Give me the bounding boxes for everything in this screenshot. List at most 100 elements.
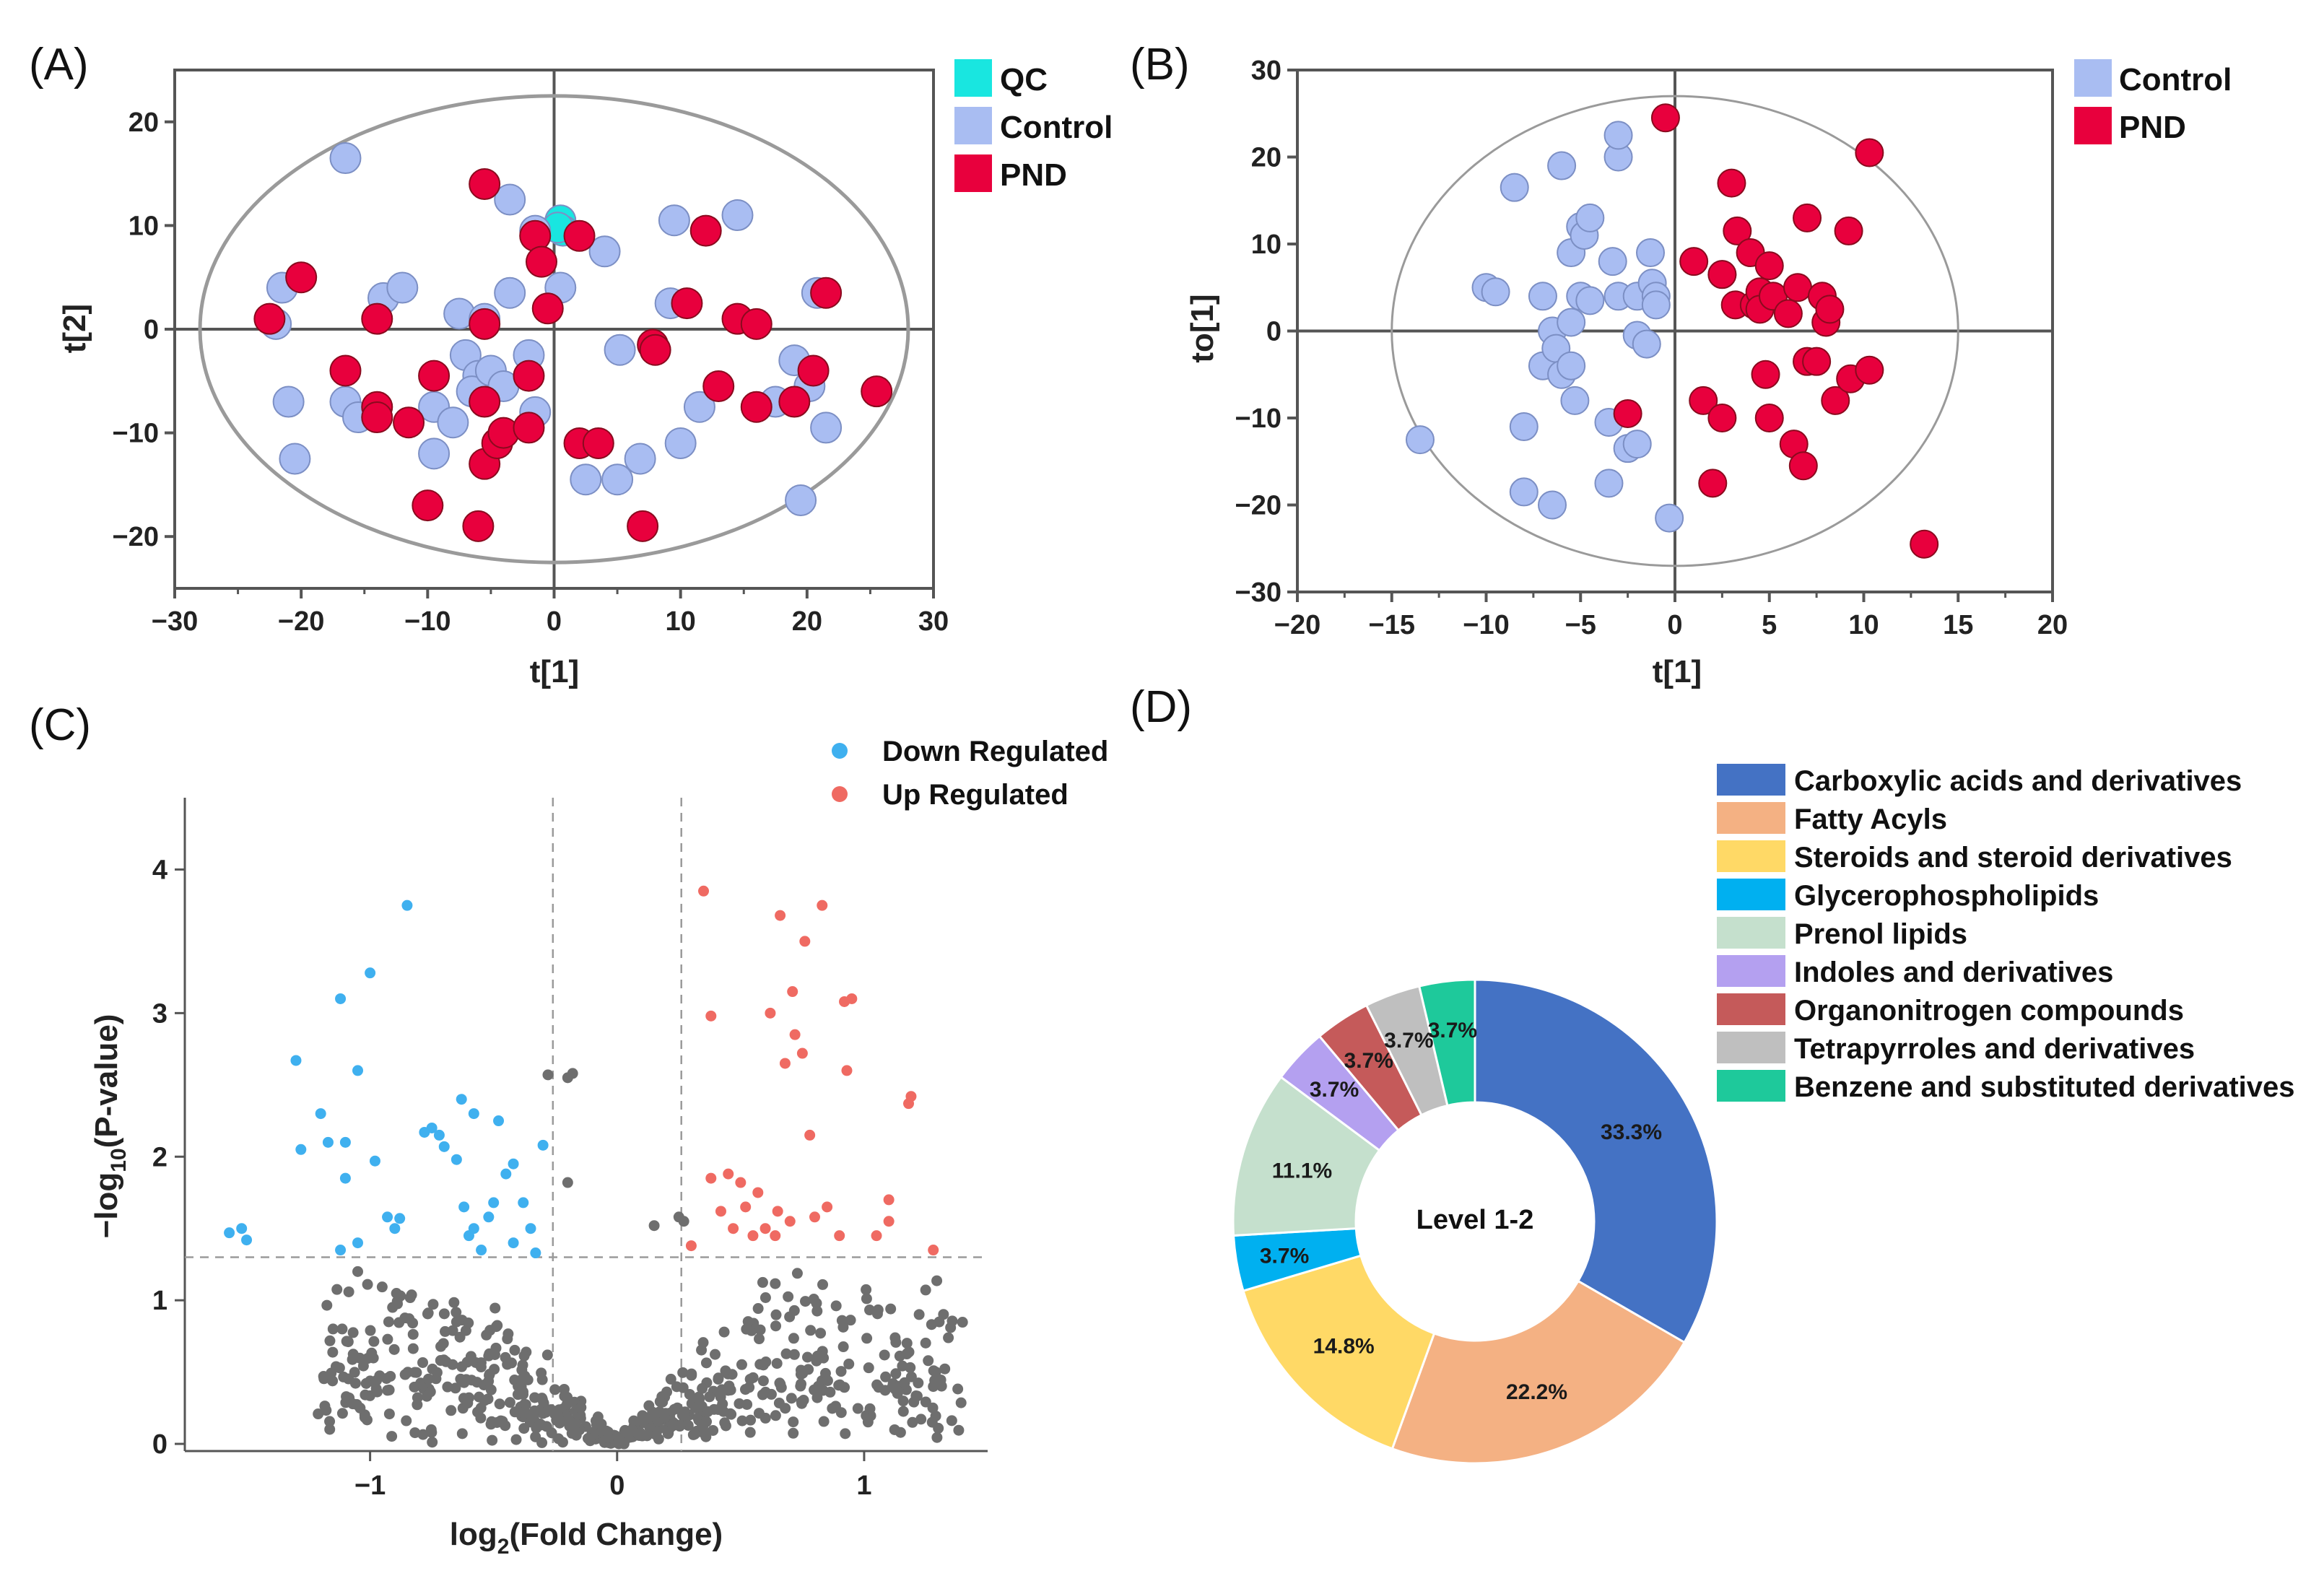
point-not-significant xyxy=(445,1405,457,1416)
point-pnd xyxy=(1855,138,1884,167)
point-not-significant xyxy=(412,1392,423,1403)
point-not-significant xyxy=(682,1419,694,1431)
point-not-significant xyxy=(338,1371,349,1382)
point-not-significant xyxy=(450,1382,461,1394)
point-not-significant xyxy=(745,1414,757,1426)
point-up-regulated xyxy=(834,1230,845,1242)
point-not-significant xyxy=(700,1431,712,1442)
hotelling-ellipse xyxy=(198,94,910,565)
point-not-significant xyxy=(890,1368,902,1380)
point-down-regulated xyxy=(339,1172,351,1184)
point-not-significant xyxy=(456,1428,468,1440)
point-pnd xyxy=(1754,251,1784,281)
point-not-significant xyxy=(757,1276,768,1288)
point-control xyxy=(604,334,636,366)
point-not-significant xyxy=(448,1297,460,1308)
point-down-regulated xyxy=(394,1213,406,1224)
point-not-significant xyxy=(702,1406,713,1417)
point-not-significant xyxy=(796,1398,808,1409)
point-not-significant xyxy=(933,1316,945,1328)
point-not-significant xyxy=(386,1431,398,1442)
legend-swatch-control xyxy=(954,107,992,144)
legend-label: Glycerophospholipids xyxy=(1794,880,2099,912)
point-not-significant xyxy=(741,1398,753,1410)
point-up-regulated xyxy=(799,936,811,947)
panel-c-points xyxy=(224,885,968,1450)
legend-label: Benzene and substituted derivatives xyxy=(1794,1071,2295,1103)
point-not-significant xyxy=(451,1316,462,1328)
x-tick-label: −30 xyxy=(152,606,198,637)
x-tick-label: −5 xyxy=(1565,610,1596,640)
point-not-significant xyxy=(771,1358,783,1369)
point-not-significant xyxy=(736,1415,748,1427)
panel-b-opls-da: (B) −20 −15 −10 −5 0 5 10 15 20−30−20−100102030 … xyxy=(1130,40,2232,689)
point-not-significant xyxy=(321,1405,332,1416)
point-not-significant xyxy=(417,1429,429,1440)
point-not-significant xyxy=(780,1348,792,1359)
point-down-regulated xyxy=(525,1223,536,1234)
point-not-significant xyxy=(725,1384,736,1395)
point-pnd xyxy=(525,245,557,278)
point-up-regulated xyxy=(770,1230,781,1242)
point-not-significant xyxy=(613,1434,624,1446)
point-not-significant xyxy=(889,1332,901,1343)
point-not-significant xyxy=(923,1355,934,1367)
panel-b-ylabel: to[1] xyxy=(1185,294,1220,362)
point-not-significant xyxy=(799,1296,811,1307)
point-not-significant xyxy=(788,1416,799,1428)
donut-slice xyxy=(1417,978,1476,1107)
point-not-significant xyxy=(901,1338,913,1349)
point-pnd xyxy=(513,411,545,444)
point-down-regulated xyxy=(530,1247,541,1259)
point-not-significant xyxy=(491,1416,502,1428)
point-pnd xyxy=(1698,469,1728,498)
point-up-regulated xyxy=(698,885,710,897)
point-not-significant xyxy=(391,1288,402,1299)
point-not-significant xyxy=(481,1329,492,1341)
point-not-significant xyxy=(927,1402,939,1414)
legend-label: Tetrapyrroles and derivatives xyxy=(1794,1033,2195,1065)
point-not-significant xyxy=(383,1408,395,1420)
point-down-regulated xyxy=(500,1168,512,1180)
point-down-regulated xyxy=(241,1234,253,1246)
point-not-significant xyxy=(817,1279,829,1290)
point-not-significant xyxy=(392,1298,404,1310)
point-not-significant xyxy=(331,1284,343,1295)
point-pnd xyxy=(1815,295,1845,324)
point-pnd xyxy=(797,354,830,387)
point-down-regulated xyxy=(488,1197,500,1208)
point-not-significant xyxy=(518,1350,530,1362)
panel-a-axes: −30 −20 −10 0 10 20 30 −20 −10 0 10 20 xyxy=(113,69,949,637)
point-not-significant xyxy=(791,1268,803,1279)
point-not-significant xyxy=(399,1312,411,1324)
point-down-regulated xyxy=(290,1055,302,1066)
point-not-significant xyxy=(845,1315,856,1326)
legend-label: Indoles and derivatives xyxy=(1794,957,2113,988)
legend-swatch-control-b xyxy=(2074,59,2112,97)
point-not-significant xyxy=(770,1309,782,1320)
point-not-significant xyxy=(546,1427,557,1439)
point-not-significant xyxy=(805,1325,817,1336)
point-pnd xyxy=(1788,451,1818,481)
point-not-significant xyxy=(354,1352,365,1364)
y-tick-label: −10 xyxy=(1235,404,1281,434)
point-pnd xyxy=(1783,273,1812,302)
point-not-significant xyxy=(336,1408,348,1419)
point-pnd xyxy=(1717,168,1746,198)
x-tick-label: 20 xyxy=(2037,610,2068,640)
panel-a-legend: QC Control PND xyxy=(954,59,1113,193)
donut-slice-label: 22.2% xyxy=(1506,1380,1567,1404)
point-control xyxy=(683,391,715,423)
point-not-significant xyxy=(427,1363,438,1375)
point-pnd xyxy=(740,308,773,340)
panel-d-slices xyxy=(1232,978,1718,1465)
point-up-regulated xyxy=(735,1177,747,1188)
point-not-significant xyxy=(455,1373,466,1385)
point-down-regulated xyxy=(458,1201,470,1213)
point-not-significant xyxy=(399,1369,411,1380)
x-tick-label: 20 xyxy=(792,606,822,637)
point-down-regulated xyxy=(322,1136,334,1148)
point-not-significant xyxy=(701,1416,713,1427)
point-up-regulated xyxy=(715,1206,726,1217)
point-not-significant xyxy=(905,1362,916,1373)
